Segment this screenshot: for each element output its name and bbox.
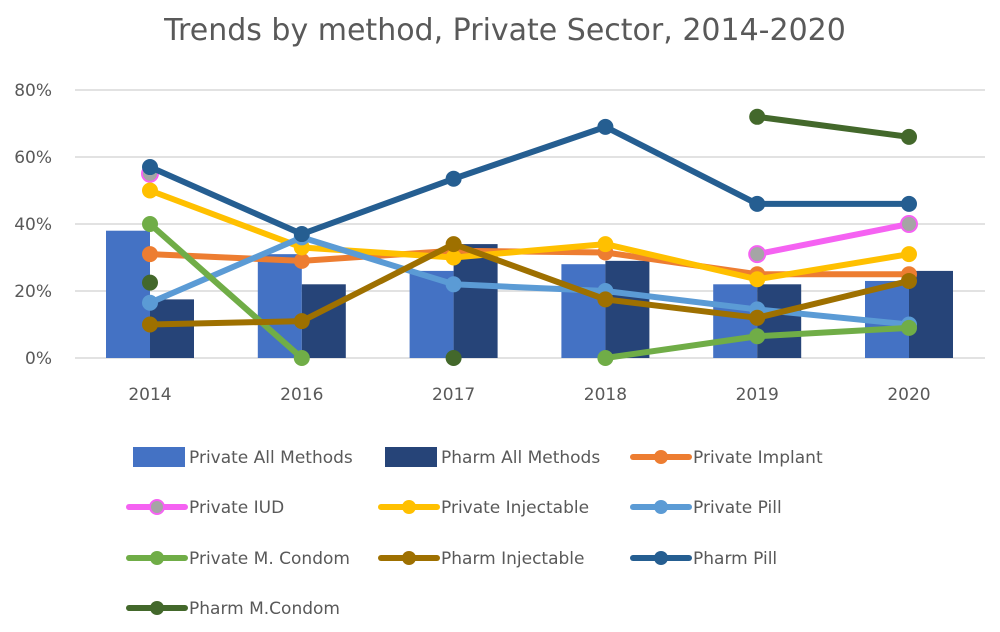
line-segment-pharm-injectable	[147, 318, 305, 328]
legend: Private All Methods Pharm All Methods Priv…	[126, 447, 823, 619]
line-segment-pharm-pill	[298, 175, 457, 238]
legend-label-private-iud: Private IUD	[189, 498, 284, 518]
point-pharm-injectable	[597, 291, 614, 308]
point-pharm-pill	[597, 118, 614, 135]
line-segment-pharm-pill	[602, 123, 761, 207]
bar-pharm-all-methods	[150, 299, 194, 358]
legend-label-pharm-m-condom: Pharm M.Condom	[189, 599, 340, 619]
point-private-injectable	[142, 182, 158, 199]
bar-private-all-methods	[561, 264, 606, 358]
legend-swatch-pharm-all-methods	[385, 447, 437, 467]
line-segment-private-injectable	[602, 241, 761, 283]
x-tick-label: 2018	[584, 385, 627, 405]
point-private-pill	[142, 294, 158, 311]
x-tick-label: 2019	[736, 385, 779, 405]
point-private-m-condom	[293, 350, 310, 366]
legend-marker-private-iud	[149, 499, 165, 515]
point-private-implant	[293, 252, 310, 269]
legend-marker-private-pill	[654, 500, 668, 514]
point-pharm-pill	[901, 195, 917, 212]
point-private-implant	[142, 246, 158, 263]
line-segment-private-injectable	[147, 187, 305, 251]
legend-label-private-m-condom: Private M. Condom	[189, 549, 350, 569]
legend-marker-pharm-injectable	[402, 551, 416, 565]
bar-pharm-all-methods	[909, 270, 953, 358]
line-segment-private-m-condom	[602, 333, 761, 361]
bar-pharm-all-methods	[453, 244, 498, 358]
legend-marker-private-m-condom	[150, 551, 164, 565]
y-tick-label: 20%	[14, 282, 52, 302]
point-private-injectable	[749, 271, 766, 288]
point-private-m-condom	[901, 319, 917, 336]
line-segment-pharm-injectable	[754, 277, 912, 321]
legend-marker-pharm-m-condom	[150, 601, 164, 615]
line-segment-private-pill	[602, 288, 761, 313]
line-segment-private-pill	[298, 234, 457, 288]
lines	[141, 108, 918, 366]
line-segment-private-implant	[147, 251, 305, 264]
point-private-iud	[748, 245, 767, 264]
point-private-m-condom	[597, 350, 614, 366]
legend-label-private-injectable: Private Injectable	[441, 498, 589, 518]
legend-marker-pharm-pill	[654, 551, 668, 565]
bar-pharm-all-methods	[605, 260, 650, 358]
point-pharm-injectable	[445, 236, 462, 253]
y-tick-label: 60%	[14, 148, 52, 168]
line-segment-pharm-m-condom	[754, 113, 912, 140]
legend-marker-private-injectable	[402, 500, 416, 514]
point-private-injectable	[445, 249, 462, 266]
x-tick-label: 2014	[128, 385, 171, 405]
line-segment-pharm-injectable	[602, 296, 761, 321]
legend-label-private-pill: Private Pill	[693, 498, 782, 518]
point-pharm-pill	[142, 159, 158, 176]
line-segment-private-injectable	[754, 251, 912, 283]
line-segment-private-m-condom	[147, 221, 305, 361]
y-tick-label: 0%	[25, 349, 52, 369]
point-pharm-m-condom	[901, 128, 917, 145]
bar-pharm-all-methods	[757, 284, 802, 358]
y-tick-label: 40%	[14, 215, 52, 235]
line-segment-private-iud	[754, 221, 912, 258]
line-segment-private-pill	[147, 234, 305, 306]
point-pharm-injectable	[293, 313, 310, 330]
line-segment-pharm-injectable	[298, 241, 457, 325]
point-private-pill	[445, 276, 462, 293]
point-pharm-injectable	[749, 309, 766, 326]
point-pharm-injectable	[901, 272, 917, 289]
chart-title: Trends by method, Private Sector, 2014-2…	[163, 13, 846, 48]
legend-label-pharm-pill: Pharm Pill	[693, 549, 777, 569]
line-segment-pharm-pill	[450, 123, 609, 182]
legend-label-pharm-all-methods: Pharm All Methods	[441, 448, 600, 468]
legend-swatch-private-all-methods	[133, 447, 185, 467]
legend-marker-private-implant	[654, 450, 668, 464]
point-private-injectable	[901, 246, 917, 263]
legend-label-private-all-methods: Private All Methods	[189, 448, 353, 468]
legend-label-private-implant: Private Implant	[693, 448, 823, 468]
legend-label-pharm-injectable: Pharm Injectable	[441, 549, 584, 569]
point-pharm-m-condom	[749, 108, 766, 125]
x-tick-label: 2016	[280, 385, 323, 405]
line-segment-pharm-pill	[147, 164, 305, 238]
point-pharm-pill	[749, 195, 766, 212]
point-pharm-pill	[445, 170, 462, 187]
y-tick-label: 80%	[14, 81, 52, 101]
point-pharm-m-condom	[445, 350, 462, 366]
bars	[106, 230, 953, 358]
point-private-iud	[900, 215, 918, 233]
point-private-injectable	[597, 236, 614, 253]
line-segment-private-implant	[298, 247, 457, 264]
point-pharm-pill	[293, 226, 310, 243]
x-tick-label: 2017	[432, 385, 475, 405]
x-tick-label: 2020	[887, 385, 930, 405]
point-private-m-condom	[142, 216, 158, 232]
point-pharm-injectable	[142, 316, 158, 333]
line-segment-private-m-condom	[754, 324, 912, 340]
line-segment-pharm-injectable	[450, 241, 609, 303]
x-axis-ticks: 2014 2016 2017 2018 2019 2020	[128, 385, 930, 405]
y-axis-ticks: 0% 20% 40% 60% 80%	[14, 81, 52, 369]
point-private-m-condom	[749, 328, 766, 345]
bar-private-all-methods	[713, 284, 758, 358]
point-pharm-m-condom	[142, 274, 158, 291]
